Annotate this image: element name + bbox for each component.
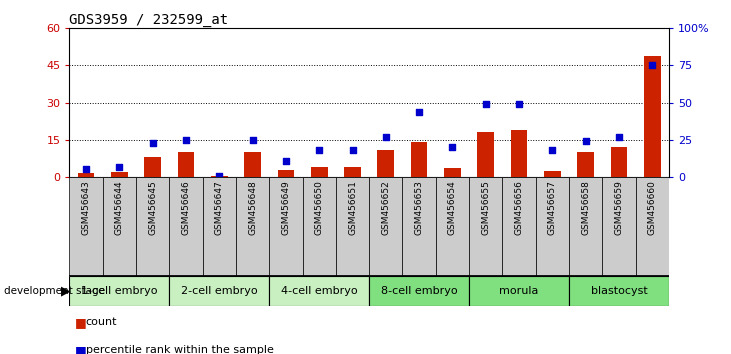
Text: GSM456645: GSM456645: [148, 180, 157, 235]
Bar: [511, 130, 527, 177]
Text: GSM456643: GSM456643: [82, 180, 91, 235]
Bar: [544, 171, 561, 177]
Bar: [145, 157, 161, 177]
Bar: [602, 177, 635, 276]
Point: [213, 173, 225, 178]
Text: GSM456647: GSM456647: [215, 180, 224, 235]
Point: [280, 158, 292, 164]
Bar: [136, 177, 170, 276]
Text: development stage: development stage: [4, 286, 105, 296]
Text: GSM456653: GSM456653: [414, 180, 423, 235]
Bar: [369, 177, 403, 276]
Point: [413, 109, 425, 114]
Bar: [211, 176, 227, 177]
Bar: [69, 177, 103, 276]
Bar: [403, 177, 436, 276]
Text: GSM456657: GSM456657: [548, 180, 557, 235]
Bar: [336, 177, 369, 276]
Bar: [469, 177, 502, 276]
Point: [380, 134, 392, 140]
Bar: [635, 177, 669, 276]
Text: GSM456650: GSM456650: [315, 180, 324, 235]
Bar: [469, 276, 569, 306]
Bar: [244, 152, 261, 177]
Bar: [569, 276, 669, 306]
Text: GSM456655: GSM456655: [481, 180, 491, 235]
Bar: [269, 276, 369, 306]
Bar: [536, 177, 569, 276]
Bar: [444, 169, 461, 177]
Bar: [178, 152, 194, 177]
Bar: [577, 152, 594, 177]
Text: GSM456660: GSM456660: [648, 180, 656, 235]
Text: GSM456648: GSM456648: [248, 180, 257, 235]
Bar: [644, 56, 661, 177]
Point: [180, 137, 192, 143]
Point: [613, 134, 625, 140]
Point: [80, 166, 92, 172]
Text: count: count: [86, 317, 117, 327]
Bar: [303, 177, 336, 276]
Bar: [278, 170, 294, 177]
Point: [547, 147, 558, 153]
Text: GSM456651: GSM456651: [348, 180, 357, 235]
Bar: [369, 276, 469, 306]
Bar: [569, 177, 602, 276]
Text: GSM456652: GSM456652: [382, 180, 390, 235]
Text: GSM456644: GSM456644: [115, 180, 124, 235]
Point: [314, 147, 325, 153]
Point: [513, 101, 525, 107]
Text: ■: ■: [75, 344, 87, 354]
Text: ▶: ▶: [61, 285, 70, 298]
Text: GSM456656: GSM456656: [515, 180, 523, 235]
Text: GSM456654: GSM456654: [448, 180, 457, 235]
Text: blastocyst: blastocyst: [591, 286, 647, 296]
Bar: [311, 167, 327, 177]
Bar: [477, 132, 494, 177]
Bar: [344, 167, 361, 177]
Text: GSM456658: GSM456658: [581, 180, 590, 235]
Bar: [269, 177, 303, 276]
Text: morula: morula: [499, 286, 539, 296]
Point: [346, 147, 358, 153]
Text: GSM456646: GSM456646: [181, 180, 191, 235]
Bar: [411, 142, 428, 177]
Text: GDS3959 / 232599_at: GDS3959 / 232599_at: [69, 13, 229, 27]
Point: [113, 164, 125, 170]
Point: [447, 144, 458, 150]
Point: [247, 137, 259, 143]
Bar: [77, 173, 94, 177]
Text: GSM456659: GSM456659: [615, 180, 624, 235]
Point: [646, 63, 658, 68]
Bar: [502, 177, 536, 276]
Bar: [103, 177, 136, 276]
Point: [480, 101, 491, 107]
Bar: [69, 276, 170, 306]
Point: [580, 138, 591, 144]
Text: 8-cell embryo: 8-cell embryo: [381, 286, 458, 296]
Bar: [436, 177, 469, 276]
Point: [147, 140, 159, 145]
Text: percentile rank within the sample: percentile rank within the sample: [86, 346, 273, 354]
Text: ■: ■: [75, 316, 87, 329]
Text: GSM456649: GSM456649: [281, 180, 290, 235]
Bar: [202, 177, 236, 276]
Text: 4-cell embryo: 4-cell embryo: [281, 286, 357, 296]
Text: 1-cell embryo: 1-cell embryo: [81, 286, 158, 296]
Text: 2-cell embryo: 2-cell embryo: [181, 286, 257, 296]
Bar: [610, 147, 627, 177]
Bar: [170, 177, 202, 276]
Bar: [111, 172, 128, 177]
Bar: [377, 150, 394, 177]
Bar: [170, 276, 269, 306]
Bar: [236, 177, 269, 276]
